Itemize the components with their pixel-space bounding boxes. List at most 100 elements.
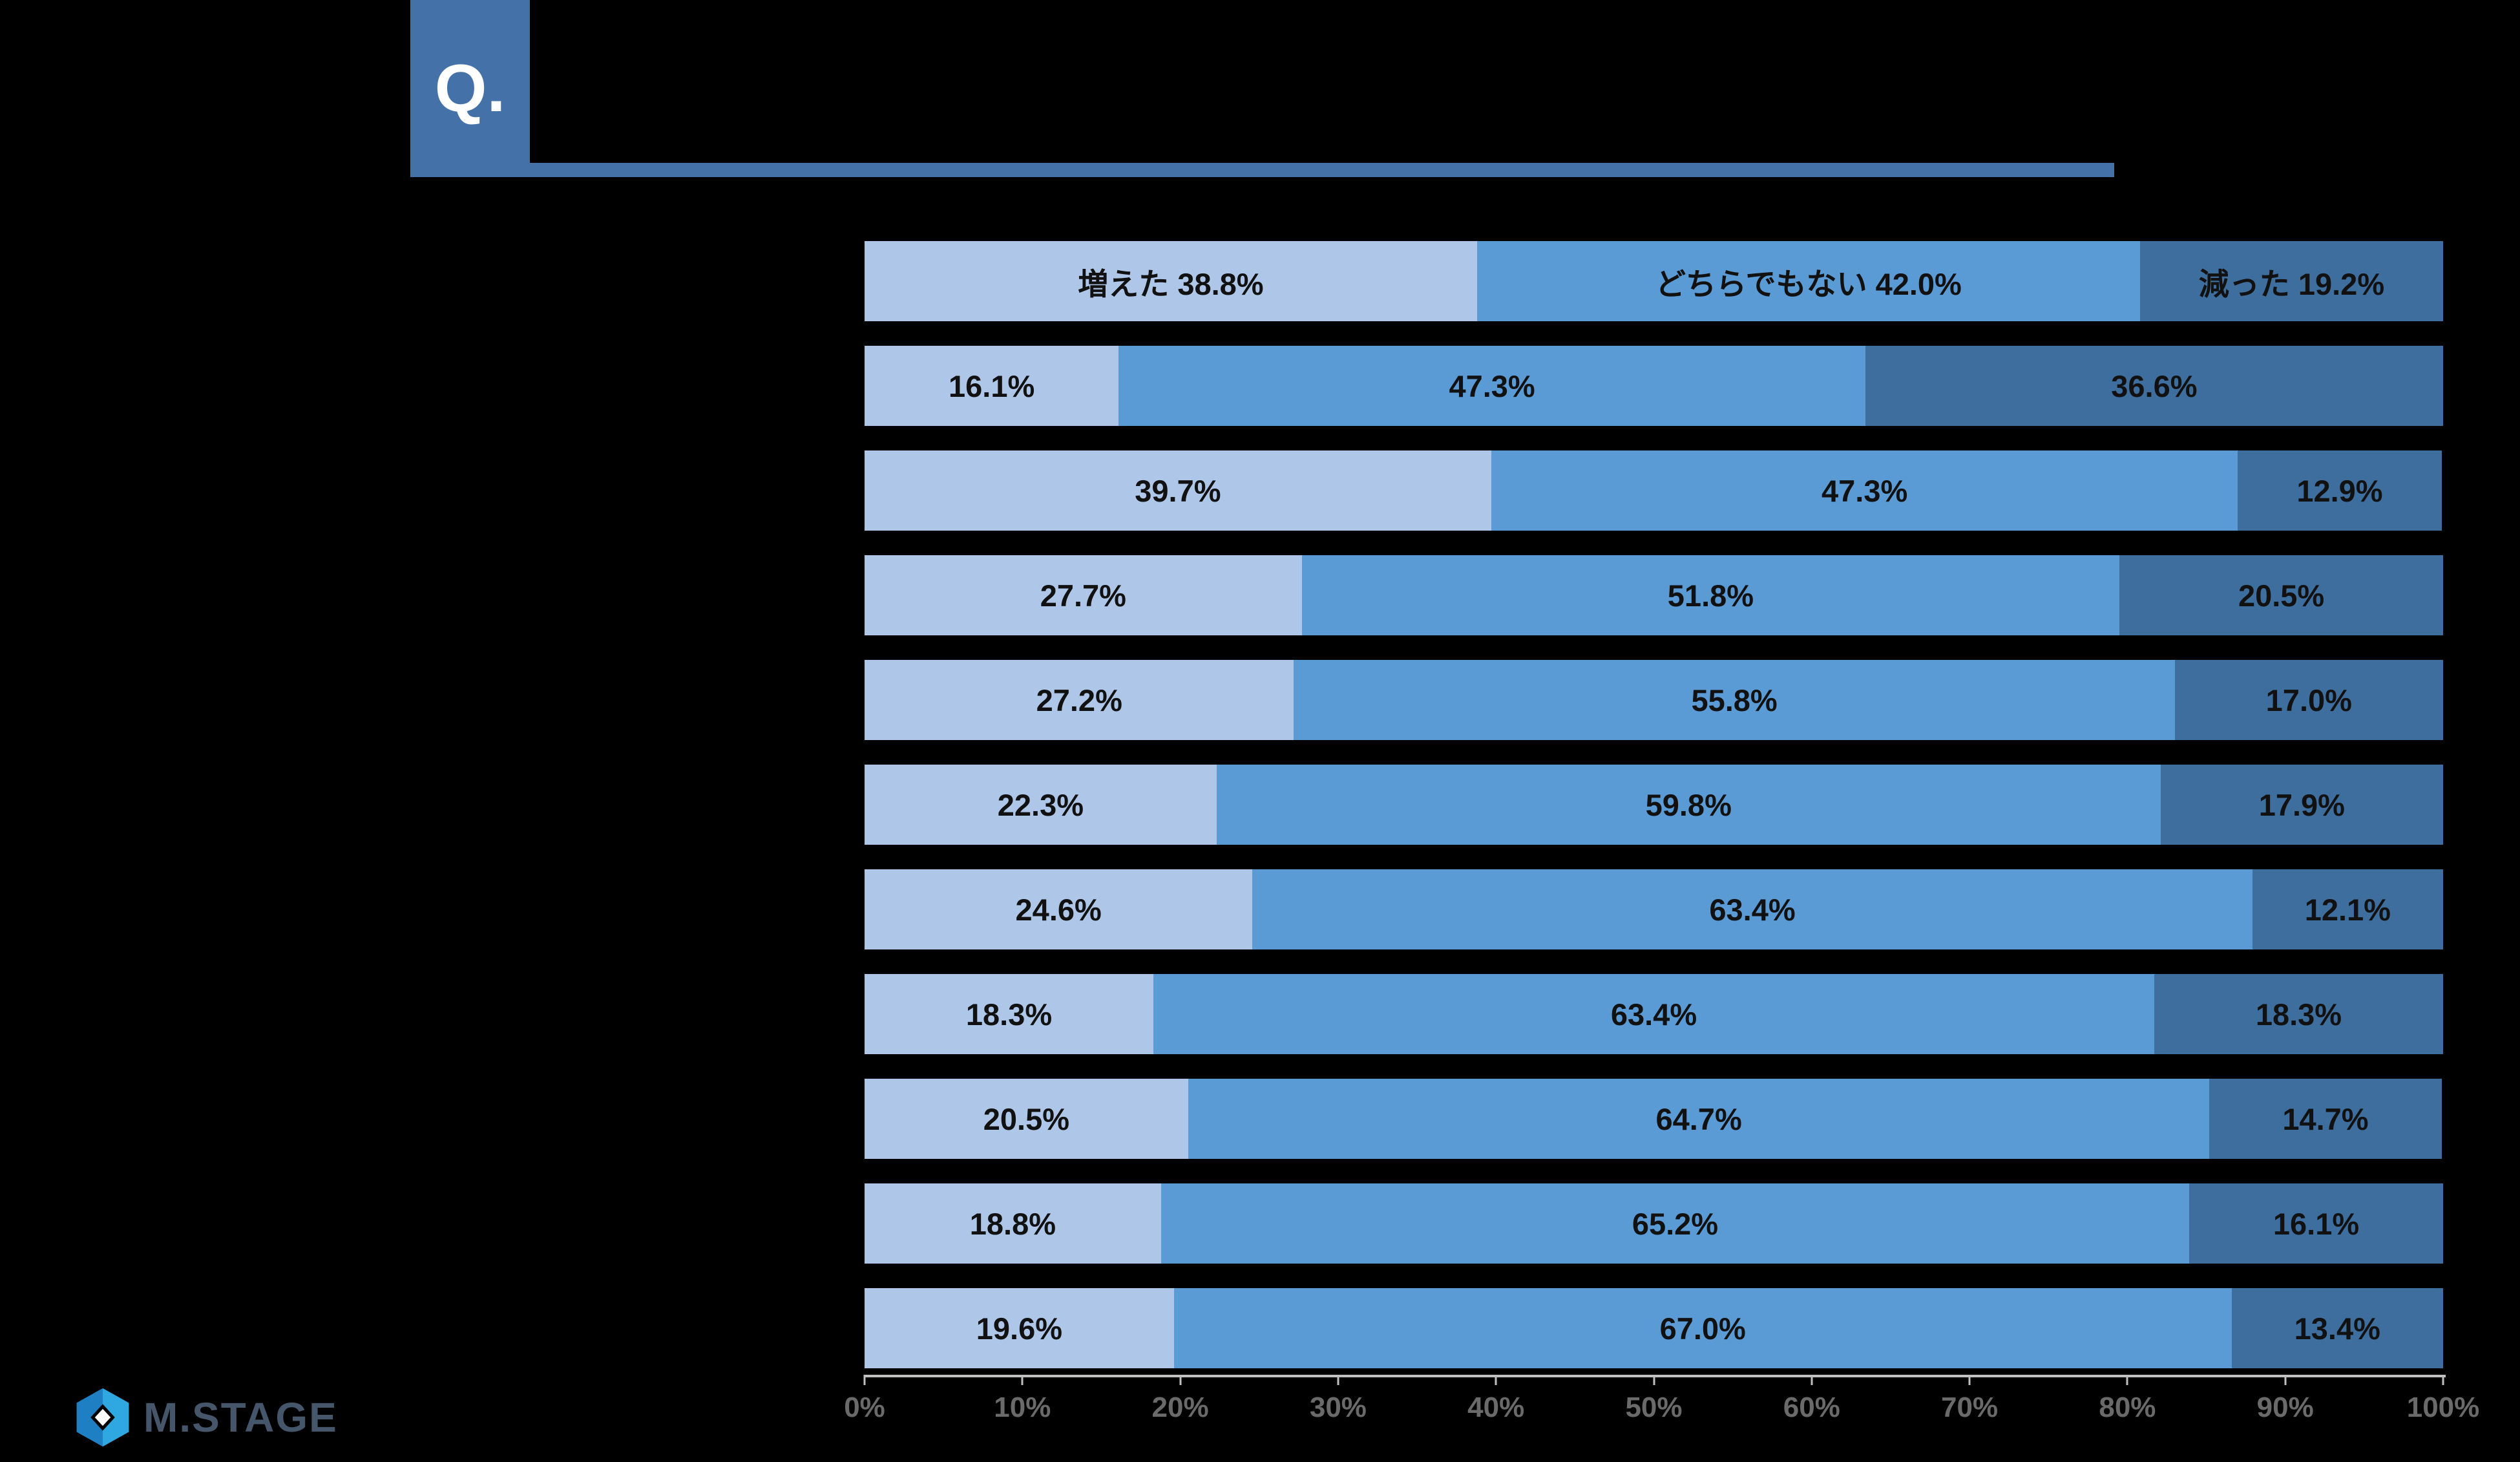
x-axis-tick	[863, 1375, 866, 1385]
bar-segment-label: 64.7%	[1655, 1101, 1742, 1136]
bar-segment-neutral: 67.0%	[1173, 1288, 2232, 1368]
x-axis-tick	[1811, 1375, 1813, 1385]
bar-segment-label: 65.2%	[1632, 1206, 1719, 1241]
x-axis-tick-label: 80%	[2099, 1392, 2156, 1423]
x-axis-tick	[1968, 1375, 1971, 1385]
bar-segment-label: 18.3%	[2255, 997, 2342, 1032]
bar-segment-neutral: 47.3%	[1118, 346, 1865, 426]
bar-segment-label: 増えた 38.8%	[1078, 266, 1264, 301]
bar-segment-increased: 増えた 38.8%	[865, 241, 1477, 321]
bar-segment-decreased: 20.5%	[2119, 555, 2443, 635]
bar-segment-label: 13.4%	[2294, 1311, 2380, 1346]
bar-segment-increased: 19.6%	[865, 1288, 1174, 1368]
bar-segment-label: 16.1%	[949, 368, 1035, 403]
bar-rows: 増えた 38.8% どちらでもない 42.0% 減った 19.2% 16.1% 47.3…	[865, 241, 2443, 1368]
bar-row: 20.5% 64.7% 14.7%	[865, 1079, 2443, 1159]
stacked-bar-chart: 増えた 38.8% どちらでもない 42.0% 減った 19.2% 16.1% 47.3…	[865, 241, 2443, 1368]
bar-segment-label: 14.7%	[2282, 1101, 2369, 1136]
x-axis-tick-label: 50%	[1625, 1392, 1683, 1423]
question-badge-label: Q.	[434, 50, 506, 126]
bar-segment-label: 減った 19.2%	[2198, 266, 2385, 301]
bar-segment-increased: 27.2%	[865, 660, 1294, 740]
bar-segment-label: 39.7%	[1135, 473, 1221, 508]
x-axis-tick	[1021, 1375, 1024, 1385]
bar-segment-increased: 24.6%	[865, 869, 1253, 949]
bar-row: 18.8% 65.2% 16.1%	[865, 1183, 2443, 1264]
bar-segment-neutral: 59.8%	[1216, 765, 2161, 845]
bar-segment-neutral: 51.8%	[1301, 555, 2120, 635]
bar-segment-label: 47.3%	[1449, 368, 1535, 403]
bar-segment-label: 27.2%	[1036, 683, 1122, 717]
mstage-logo-icon	[76, 1388, 129, 1447]
bar-row: 18.3% 63.4% 18.3%	[865, 974, 2443, 1054]
bar-row: 27.7% 51.8% 20.5%	[865, 555, 2443, 635]
x-axis-tick-label: 90%	[2256, 1392, 2314, 1423]
bar-segment-label: 67.0%	[1659, 1311, 1746, 1346]
bar-segment-label: 16.1%	[2273, 1206, 2360, 1241]
title-underline	[530, 163, 2114, 177]
bar-segment-label: 63.4%	[1709, 892, 1796, 927]
bar-segment-neutral: 64.7%	[1188, 1079, 2210, 1159]
bar-segment-label: 63.4%	[1610, 997, 1697, 1032]
bar-segment-label: 20.5%	[983, 1101, 1070, 1136]
bar-segment-decreased: 13.4%	[2231, 1288, 2443, 1368]
bar-segment-label: 59.8%	[1645, 787, 1732, 822]
bar-row: 増えた 38.8% どちらでもない 42.0% 減った 19.2%	[865, 241, 2443, 321]
x-axis-line	[865, 1375, 2446, 1377]
bar-segment-increased: 27.7%	[865, 555, 1302, 635]
bar-segment-neutral: 55.8%	[1294, 660, 2175, 740]
x-axis-tick-label: 60%	[1783, 1392, 1840, 1423]
bar-segment-label: 55.8%	[1691, 683, 1778, 717]
bar-segment-decreased: 17.0%	[2174, 660, 2443, 740]
x-axis-tick-label: 20%	[1151, 1392, 1209, 1423]
x-axis-tick-label: 100%	[2406, 1392, 2480, 1423]
bar-segment-label: 17.0%	[2265, 683, 2352, 717]
bar-segment-decreased: 12.1%	[2252, 869, 2443, 949]
x-axis-tick-label: 30%	[1309, 1392, 1367, 1423]
bar-segment-increased: 18.8%	[865, 1183, 1161, 1264]
bar-row: 39.7% 47.3% 12.9%	[865, 450, 2443, 531]
bar-segment-decreased: 12.9%	[2238, 450, 2442, 531]
x-axis-tick	[2126, 1375, 2128, 1385]
bar-segment-label: 18.8%	[969, 1206, 1056, 1241]
bar-segment-label: 22.3%	[997, 787, 1084, 822]
bar-segment-label: 12.9%	[2296, 473, 2383, 508]
bar-segment-label: 20.5%	[2238, 578, 2325, 613]
x-axis-tick	[1653, 1375, 1655, 1385]
x-axis: 0% 10% 20% 30% 40% 50% 60% 70% 80% 90% 100%	[844, 1375, 2479, 1439]
question-badge: Q.	[410, 0, 530, 177]
bar-segment-label: どちらでもない 42.0%	[1655, 266, 1962, 301]
logo: M.STAGE	[72, 1387, 338, 1448]
bar-segment-increased: 39.7%	[865, 450, 1491, 531]
x-axis-tick	[1495, 1375, 1497, 1385]
x-axis-tick	[2284, 1375, 2287, 1385]
bar-segment-increased: 16.1%	[865, 346, 1119, 426]
bar-segment-neutral: 47.3%	[1491, 450, 2238, 531]
bar-segment-decreased: 16.1%	[2189, 1183, 2443, 1264]
bar-segment-increased: 22.3%	[865, 765, 1217, 845]
bar-segment-increased: 20.5%	[865, 1079, 1188, 1159]
bar-segment-neutral: 65.2%	[1160, 1183, 2190, 1264]
bar-segment-label: 27.7%	[1040, 578, 1126, 613]
logo-text: M.STAGE	[143, 1394, 338, 1441]
bar-row: 27.2% 55.8% 17.0%	[865, 660, 2443, 740]
bar-segment-neutral: どちらでもない 42.0%	[1476, 241, 2140, 321]
bar-segment-label: 19.6%	[976, 1311, 1063, 1346]
bar-segment-neutral: 63.4%	[1153, 974, 2154, 1054]
bar-row: 22.3% 59.8% 17.9%	[865, 765, 2443, 845]
bar-segment-label: 24.6%	[1015, 892, 1102, 927]
bar-row: 16.1% 47.3% 36.6%	[865, 346, 2443, 426]
bar-segment-decreased: 14.7%	[2209, 1079, 2442, 1159]
x-axis-tick-label: 10%	[994, 1392, 1051, 1423]
bar-segment-neutral: 63.4%	[1252, 869, 2252, 949]
bar-segment-decreased: 17.9%	[2160, 765, 2443, 845]
x-axis-tick-label: 40%	[1467, 1392, 1525, 1423]
bar-segment-label: 47.3%	[1821, 473, 1908, 508]
bar-segment-label: 18.3%	[965, 997, 1053, 1032]
x-axis-tick	[1179, 1375, 1182, 1385]
bar-segment-label: 36.6%	[2111, 368, 2198, 403]
x-axis-tick	[2442, 1375, 2444, 1385]
bar-segment-decreased: 18.3%	[2154, 974, 2443, 1054]
x-axis-tick-label: 0%	[844, 1392, 885, 1423]
